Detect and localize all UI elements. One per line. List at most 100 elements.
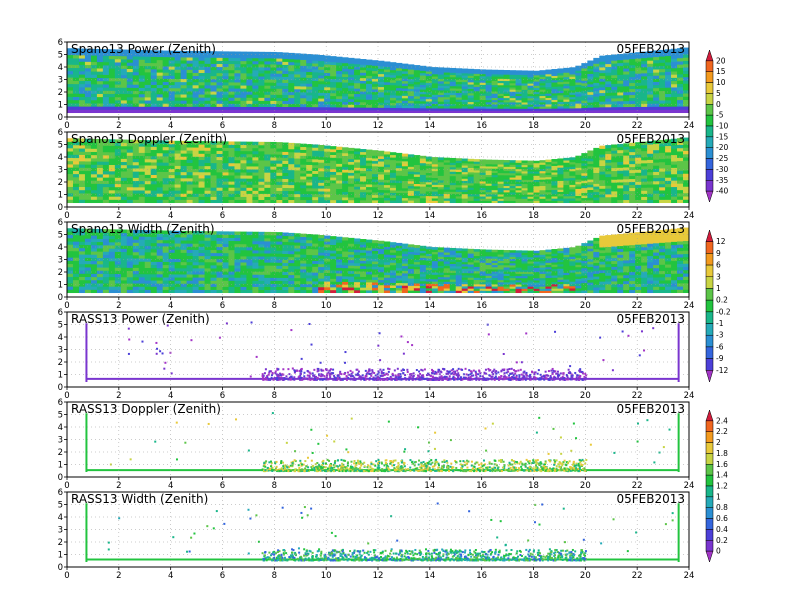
data-cell xyxy=(551,172,558,175)
data-cell xyxy=(78,241,86,245)
data-cell xyxy=(443,69,451,73)
data-cell xyxy=(455,162,463,166)
data-cell xyxy=(192,234,199,238)
data-cell xyxy=(174,255,182,260)
data-cell xyxy=(210,94,217,98)
data-cell xyxy=(246,91,253,95)
data-cell xyxy=(407,183,415,187)
data-cell xyxy=(575,75,582,78)
data-cell xyxy=(67,250,74,255)
data-cell xyxy=(276,85,283,89)
data-cell xyxy=(96,74,104,79)
data-cell xyxy=(210,274,217,278)
data-cell xyxy=(599,78,606,82)
data-cell xyxy=(647,103,654,107)
data-cell xyxy=(611,153,618,157)
data-cell xyxy=(324,69,331,74)
data-cell xyxy=(102,142,110,146)
x-tick-label: 2 xyxy=(116,211,121,221)
data-cell xyxy=(78,90,86,94)
data-cell xyxy=(150,261,158,265)
data-cell xyxy=(67,141,74,146)
data-cell xyxy=(336,84,343,88)
data-cell xyxy=(330,174,337,178)
data-cell xyxy=(264,187,271,191)
data-cell xyxy=(252,193,259,197)
data-cell xyxy=(67,167,74,171)
data-cell xyxy=(114,267,122,271)
data-cell xyxy=(389,159,397,163)
data-cell xyxy=(96,87,104,91)
data-cell xyxy=(90,87,98,91)
data-cell xyxy=(372,173,379,177)
data-cell xyxy=(539,87,546,90)
data-cell xyxy=(569,195,576,199)
data-cell xyxy=(473,99,481,103)
data-cell xyxy=(665,139,672,143)
data-cell xyxy=(473,178,481,182)
data-cell xyxy=(575,84,582,88)
data-cell xyxy=(581,100,588,104)
data-cell xyxy=(360,170,367,174)
data-cell xyxy=(431,87,439,91)
data-cell xyxy=(102,49,110,53)
data-cell xyxy=(294,109,301,114)
data-cell xyxy=(521,200,528,204)
data-cell xyxy=(366,154,373,158)
data-cell xyxy=(312,150,319,154)
data-cell xyxy=(354,161,361,166)
data-cell xyxy=(348,175,355,179)
data-cell xyxy=(354,191,361,195)
data-cell xyxy=(623,143,630,147)
data-cell xyxy=(246,240,253,245)
data-cell xyxy=(156,252,164,256)
data-cell xyxy=(90,232,98,236)
data-cell xyxy=(653,69,660,73)
data-cell xyxy=(575,105,582,109)
data-cell xyxy=(437,87,445,91)
data-cell xyxy=(300,97,307,102)
data-cell xyxy=(581,165,588,169)
data-cell xyxy=(90,106,98,110)
data-cell xyxy=(527,175,534,178)
data-cell xyxy=(258,259,265,263)
data-cell xyxy=(575,186,582,189)
data-cell xyxy=(575,174,582,178)
data-cell xyxy=(563,169,570,172)
data-cell xyxy=(533,95,540,99)
data-cell xyxy=(132,286,140,290)
data-cell xyxy=(449,108,457,111)
data-cell xyxy=(150,196,158,200)
data-cell xyxy=(479,84,487,88)
data-cell xyxy=(114,77,122,82)
data-cell xyxy=(683,176,690,181)
data-cell xyxy=(659,199,666,204)
data-cell xyxy=(156,72,164,76)
data-cell xyxy=(192,199,199,204)
data-cell xyxy=(162,267,170,272)
data-cell xyxy=(366,152,373,156)
data-cell xyxy=(90,183,98,188)
data-cell xyxy=(276,190,283,194)
data-cell xyxy=(252,190,259,194)
data-cell xyxy=(114,167,122,172)
data-cell xyxy=(174,109,182,114)
data-cell xyxy=(407,83,415,87)
data-cell xyxy=(264,286,271,290)
data-cell xyxy=(653,190,660,194)
data-cell xyxy=(665,155,672,159)
data-cell xyxy=(605,95,612,99)
data-cell xyxy=(611,89,618,93)
data-cell xyxy=(252,85,259,89)
data-cell xyxy=(485,161,493,165)
data-cell xyxy=(599,182,606,186)
data-cell xyxy=(467,185,475,188)
data-cell xyxy=(252,91,259,95)
data-cell xyxy=(306,106,313,111)
data-cell xyxy=(389,179,397,183)
data-cell xyxy=(413,157,421,161)
data-cell xyxy=(354,96,361,100)
data-cell xyxy=(72,74,80,78)
data-cell xyxy=(455,178,463,181)
data-cell xyxy=(593,161,600,165)
